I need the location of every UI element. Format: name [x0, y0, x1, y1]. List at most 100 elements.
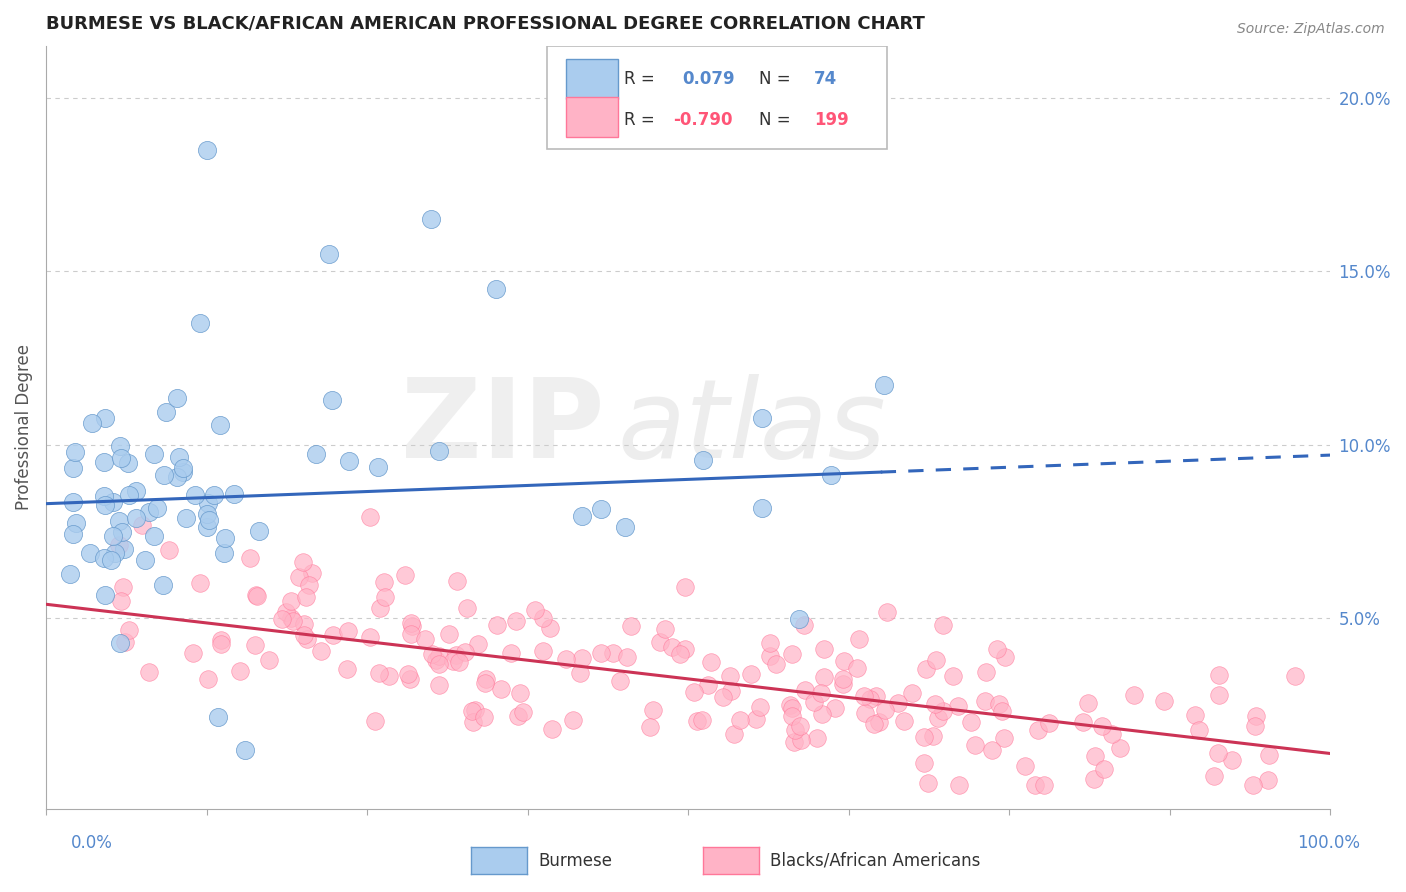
- Point: [167, 450, 190, 464]
- Point: [711, 690, 734, 704]
- Point: [782, 734, 804, 748]
- Point: [571, 508, 593, 523]
- Point: [873, 703, 896, 717]
- Point: [62, 460, 84, 475]
- Point: [859, 692, 882, 706]
- Point: [93, 498, 115, 512]
- Point: [292, 617, 315, 632]
- Point: [110, 594, 132, 608]
- Text: R =: R =: [624, 70, 659, 88]
- Point: [690, 713, 713, 727]
- Text: 100.0%: 100.0%: [1298, 834, 1360, 852]
- Point: [281, 614, 304, 628]
- Point: [589, 646, 612, 660]
- Point: [441, 654, 464, 668]
- Point: [569, 665, 592, 680]
- Point: [280, 594, 302, 608]
- Point: [202, 488, 225, 502]
- Point: [318, 247, 340, 261]
- Point: [229, 664, 252, 678]
- Point: [146, 500, 169, 515]
- Point: [787, 612, 810, 626]
- Point: [485, 618, 508, 632]
- Point: [174, 511, 197, 525]
- Point: [62, 526, 84, 541]
- Point: [1091, 719, 1114, 733]
- Point: [948, 778, 970, 792]
- Point: [832, 677, 855, 691]
- Point: [181, 646, 204, 660]
- Point: [780, 709, 803, 723]
- Point: [751, 411, 773, 425]
- FancyBboxPatch shape: [567, 97, 617, 137]
- Point: [437, 626, 460, 640]
- Point: [963, 738, 986, 752]
- Point: [1184, 707, 1206, 722]
- Text: Source: ZipAtlas.com: Source: ZipAtlas.com: [1237, 22, 1385, 37]
- Point: [399, 627, 422, 641]
- Point: [155, 405, 177, 419]
- Point: [108, 636, 131, 650]
- Point: [197, 496, 219, 510]
- Point: [1257, 773, 1279, 788]
- Point: [298, 578, 321, 592]
- Text: 0.0%: 0.0%: [70, 834, 112, 852]
- Point: [692, 452, 714, 467]
- Point: [93, 550, 115, 565]
- Text: Blacks/African Americans: Blacks/African Americans: [770, 852, 981, 870]
- Text: N =: N =: [759, 70, 796, 88]
- Point: [82, 416, 104, 430]
- Point: [427, 678, 450, 692]
- Point: [948, 699, 970, 714]
- Point: [942, 669, 965, 683]
- Point: [233, 743, 256, 757]
- Point: [924, 697, 946, 711]
- Point: [922, 729, 945, 743]
- Point: [301, 566, 323, 581]
- Point: [207, 710, 229, 724]
- Point: [673, 641, 696, 656]
- Point: [868, 715, 890, 730]
- Point: [59, 566, 82, 581]
- Point: [1206, 746, 1229, 760]
- Point: [873, 378, 896, 392]
- Point: [79, 546, 101, 560]
- Point: [305, 446, 328, 460]
- Point: [793, 618, 815, 632]
- Text: Burmese: Burmese: [538, 852, 613, 870]
- Point: [108, 538, 131, 552]
- Point: [104, 546, 127, 560]
- Point: [474, 676, 496, 690]
- Point: [209, 637, 232, 651]
- Point: [208, 417, 231, 432]
- Point: [401, 615, 423, 630]
- Point: [1014, 759, 1036, 773]
- Point: [138, 665, 160, 679]
- Point: [359, 630, 381, 644]
- Point: [1108, 741, 1130, 756]
- Point: [723, 727, 745, 741]
- Point: [401, 618, 423, 632]
- Point: [993, 731, 1015, 746]
- Point: [111, 525, 134, 540]
- Point: [93, 588, 115, 602]
- Point: [322, 628, 344, 642]
- Point: [112, 580, 135, 594]
- Point: [1122, 688, 1144, 702]
- Point: [245, 588, 267, 602]
- Point: [368, 666, 391, 681]
- Point: [932, 704, 955, 718]
- Point: [292, 628, 315, 642]
- Point: [782, 647, 804, 661]
- Point: [1220, 753, 1243, 767]
- Point: [912, 756, 935, 770]
- Point: [399, 672, 422, 686]
- Point: [143, 447, 166, 461]
- Point: [512, 705, 534, 719]
- Point: [1202, 769, 1225, 783]
- Point: [108, 514, 131, 528]
- Point: [865, 689, 887, 703]
- Point: [461, 704, 484, 718]
- Point: [172, 466, 194, 480]
- Point: [374, 590, 396, 604]
